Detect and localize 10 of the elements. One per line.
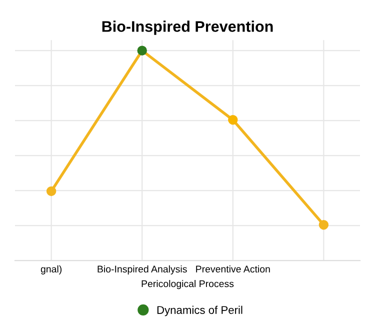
point [228, 114, 238, 125]
x-axis-title: Pericological Process [142, 280, 234, 290]
chart-title: Bio-Inspired Prevention [102, 20, 273, 35]
point [318, 220, 329, 230]
point [137, 46, 147, 56]
legend-label: Dynamics of Peril [157, 306, 242, 316]
x-tick-label: Preventive Action [196, 265, 270, 273]
point [46, 186, 56, 196]
x-tick-label: gnal) [40, 265, 62, 274]
x-tick-label: Bio-Inspired Analysis [98, 265, 187, 274]
